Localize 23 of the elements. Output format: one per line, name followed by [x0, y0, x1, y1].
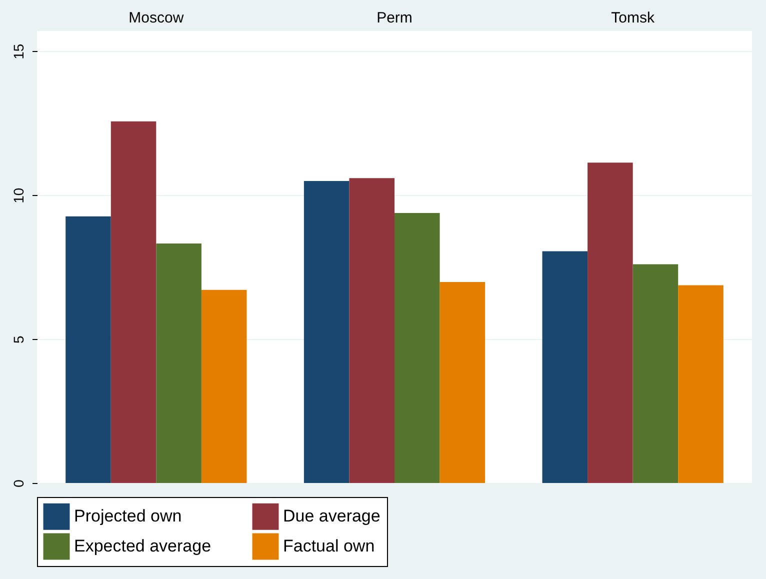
bar — [201, 290, 247, 483]
y-tick-label: 0 — [10, 479, 26, 488]
x-tick-label: Tomsk — [611, 10, 655, 26]
x-tick-label: Perm — [376, 10, 412, 26]
legend-label: Due average — [283, 506, 380, 526]
bar — [542, 251, 588, 483]
x-tick-label: Moscow — [128, 10, 184, 26]
y-tick-label: 15 — [10, 44, 26, 60]
bar — [66, 216, 111, 483]
bar — [678, 285, 724, 483]
bar — [632, 264, 678, 483]
bar — [304, 180, 350, 483]
bar — [588, 162, 633, 483]
y-tick-label: 5 — [10, 335, 26, 344]
bar — [110, 121, 156, 483]
bar — [156, 243, 202, 483]
bar — [394, 212, 440, 483]
legend-label: Projected own — [74, 506, 182, 526]
bar — [349, 178, 394, 483]
legend-label: Factual own — [283, 536, 375, 556]
legend-label: Expected average — [74, 536, 212, 556]
bar — [440, 282, 486, 483]
y-tick-label: 10 — [10, 188, 26, 204]
